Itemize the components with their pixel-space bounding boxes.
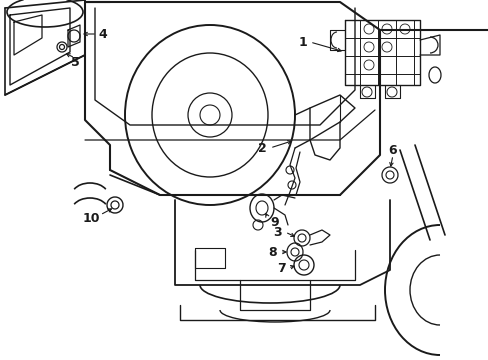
- Text: 6: 6: [388, 144, 397, 157]
- Text: 1: 1: [298, 36, 307, 49]
- Text: 10: 10: [82, 212, 100, 225]
- Text: 8: 8: [268, 246, 277, 258]
- Text: 3: 3: [273, 225, 282, 239]
- Text: 9: 9: [270, 216, 279, 229]
- Text: 5: 5: [70, 55, 79, 68]
- Text: 4: 4: [99, 27, 107, 41]
- Text: 7: 7: [276, 261, 285, 275]
- Text: 2: 2: [257, 141, 266, 154]
